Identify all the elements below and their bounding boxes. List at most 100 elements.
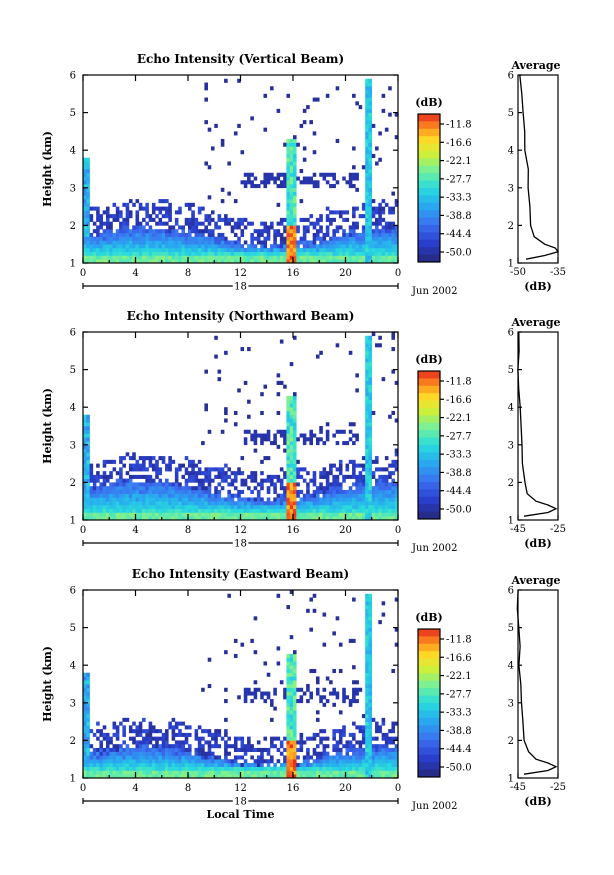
heatmap-cell [184, 217, 189, 222]
heatmap-cell [289, 433, 294, 438]
heatmap-cell [338, 668, 343, 674]
heatmap-cell [102, 736, 107, 741]
heatmap-cell [230, 255, 235, 260]
heatmap-cell [342, 725, 346, 730]
heatmap-cell [335, 493, 340, 498]
colorbar-tick-label: -27.7 [446, 174, 472, 185]
heatmap-cell [391, 751, 396, 756]
heatmap-cell [365, 365, 369, 370]
heatmap-cell [125, 229, 130, 234]
heatmap-cell [306, 684, 310, 689]
heatmap-cell [243, 762, 248, 768]
heatmap-cell [355, 516, 359, 521]
heatmap-cell [283, 259, 287, 264]
heatmap-cell [204, 161, 208, 166]
heatmap-cell [240, 150, 245, 155]
heatmap-cell [83, 199, 87, 204]
heatmap-cell [148, 482, 153, 487]
profile-x-tick-label: -35 [550, 267, 566, 278]
heatmap-cell [381, 759, 386, 764]
heatmap-cell [378, 512, 382, 517]
heatmap-cell [151, 725, 156, 730]
heatmap-cell [171, 255, 176, 260]
heatmap-cell [168, 463, 172, 468]
heatmap-cell [125, 486, 130, 491]
heatmap-cell [365, 770, 369, 775]
heatmap-cell [122, 229, 126, 234]
heatmap-cell [352, 751, 356, 756]
heatmap-cell [335, 501, 340, 506]
heatmap-cell [119, 774, 123, 779]
heatmap-cell [89, 516, 94, 521]
heatmap-cell [191, 501, 195, 506]
heatmap-cell [155, 766, 159, 771]
heatmap-cell [168, 516, 172, 521]
heatmap-cell [365, 105, 369, 110]
heatmap-cell [394, 512, 399, 517]
heatmap-cell [132, 489, 136, 494]
heatmap-cell [260, 762, 264, 768]
heatmap-cell [293, 221, 297, 226]
heatmap-cell [184, 497, 189, 502]
heatmap-cell [355, 699, 359, 704]
heatmap-cell [220, 471, 225, 476]
heatmap-cell [161, 740, 166, 745]
heatmap-cell [378, 157, 382, 162]
heatmap-cell [83, 210, 87, 215]
heatmap-cell [289, 590, 294, 595]
heatmap-cell [125, 214, 130, 219]
heatmap-cell [283, 142, 287, 147]
heatmap-cell [329, 759, 333, 764]
x-tick-label: 12 [234, 783, 247, 794]
heatmap-cell [151, 467, 156, 472]
heatmap-cell [368, 373, 373, 378]
heatmap-cell [384, 202, 389, 207]
heatmap-cell [253, 497, 258, 502]
heatmap-cell [247, 770, 251, 775]
heatmap-cell [306, 482, 310, 487]
heatmap-cell [112, 214, 117, 219]
heatmap-cell [220, 512, 225, 517]
heatmap-cell [125, 516, 130, 521]
heatmap-cell [224, 259, 228, 264]
heatmap-cell [289, 251, 294, 256]
colorbar-swatch [418, 482, 440, 490]
heatmap-cell [263, 93, 268, 98]
heatmap-cell [109, 474, 113, 479]
heatmap-cell [293, 187, 297, 192]
heatmap-cell [201, 236, 205, 241]
heatmap-cell [109, 232, 113, 237]
heatmap-cell [184, 755, 189, 760]
heatmap-cell [148, 755, 153, 760]
heatmap-cell [201, 512, 205, 517]
heatmap-cell [273, 736, 277, 741]
heatmap-cell [329, 508, 333, 513]
heatmap-cell [83, 774, 87, 779]
heatmap-cell [315, 354, 320, 359]
heatmap-cell [368, 146, 373, 151]
heatmap-cell [266, 456, 271, 461]
heatmap-cell [256, 433, 261, 438]
heatmap-cell [325, 478, 330, 483]
heatmap-cell [293, 755, 297, 760]
heatmap-cell [375, 759, 379, 764]
heatmap-cell [122, 762, 126, 768]
heatmap-cell [365, 437, 369, 442]
heatmap-cell [233, 247, 238, 253]
heatmap-cell [240, 244, 245, 249]
heatmap-cell [122, 259, 126, 264]
heatmap-cell [168, 236, 172, 241]
heatmap-cell [312, 244, 317, 249]
heatmap-cell [171, 755, 176, 760]
heatmap-cell [286, 452, 291, 457]
heatmap-cell [135, 482, 140, 487]
colorbar-swatch [418, 195, 440, 204]
heatmap-cell [148, 244, 153, 249]
heatmap-cell [122, 244, 126, 249]
heatmap-cell [83, 414, 87, 419]
heatmap-cell [165, 729, 169, 734]
heatmap-cell [263, 176, 268, 181]
heatmap-cell [276, 259, 281, 264]
heatmap-cell [109, 482, 113, 487]
heatmap-cell [132, 762, 136, 768]
